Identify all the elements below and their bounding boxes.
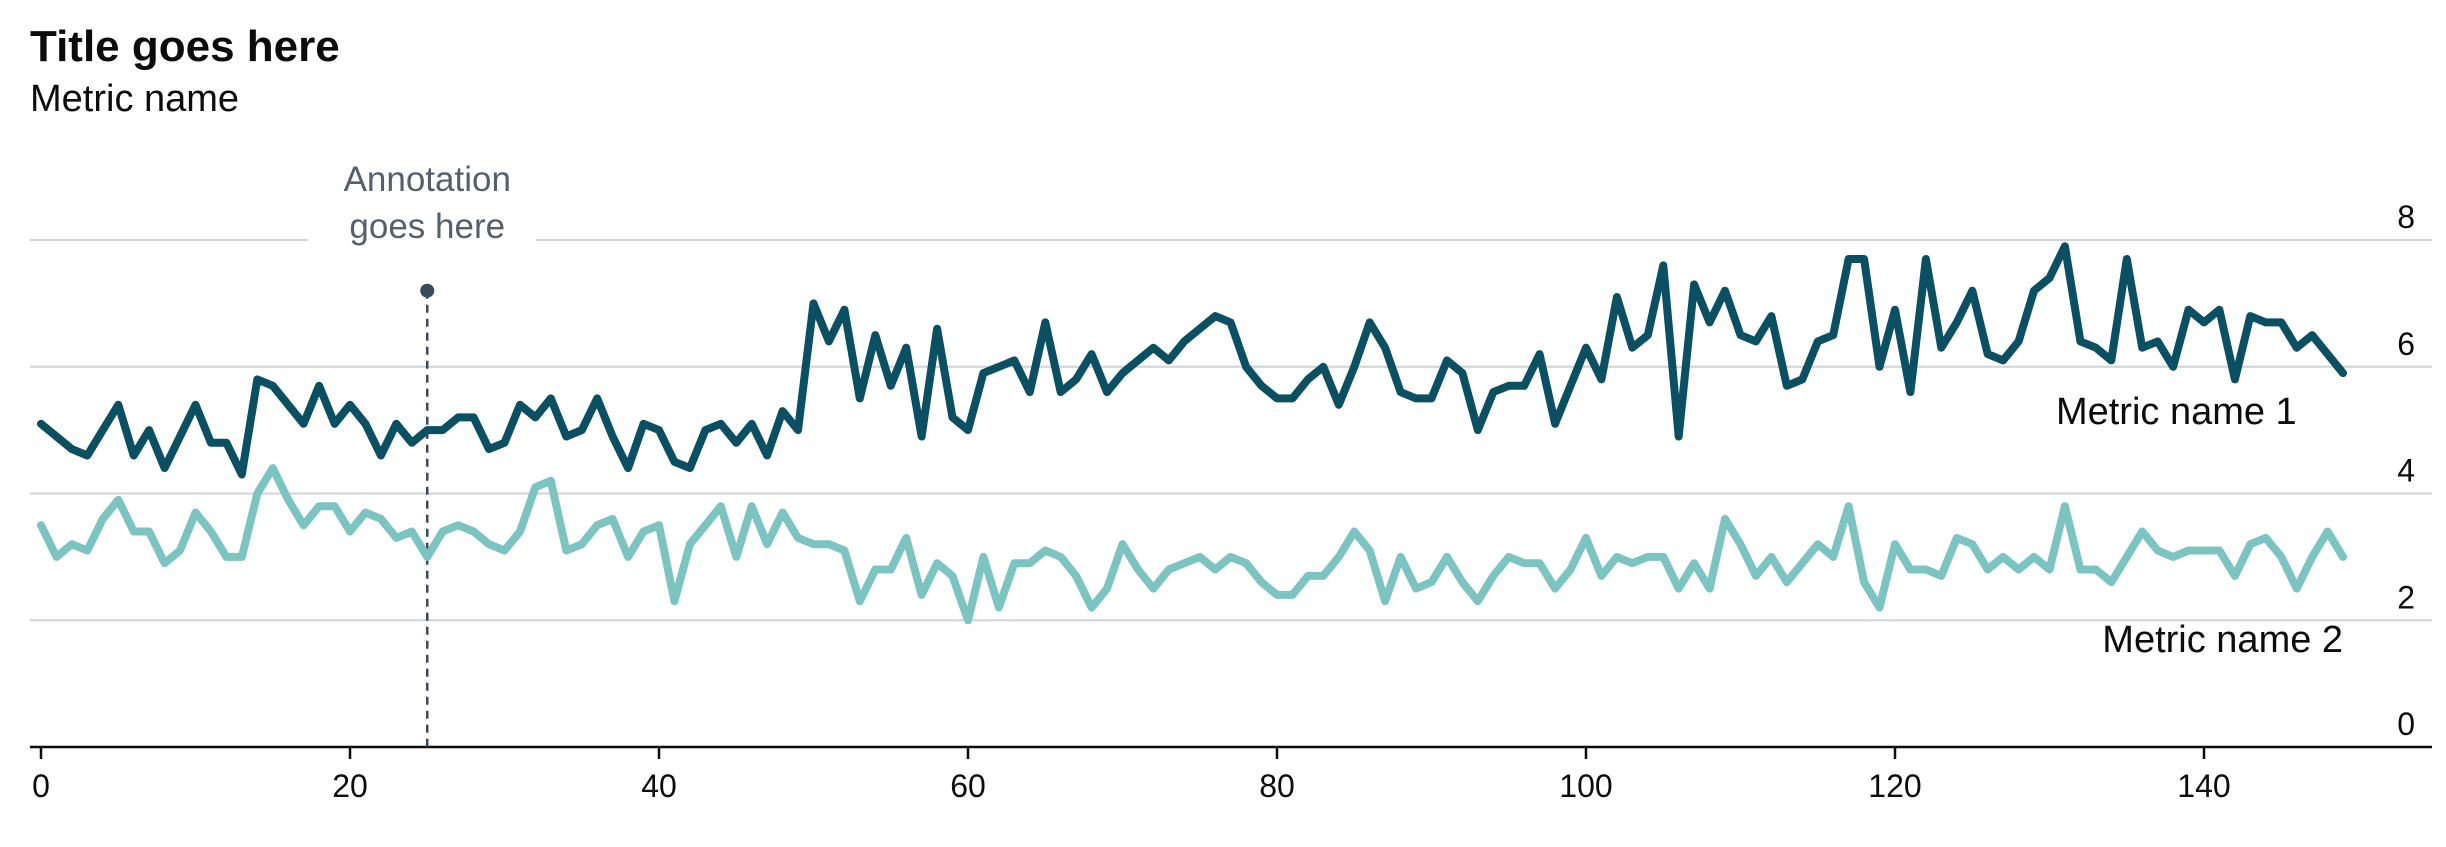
x-tick-label: 40 bbox=[641, 768, 677, 804]
x-tick-label: 20 bbox=[332, 768, 368, 804]
annotation-text: Annotation bbox=[344, 160, 511, 199]
series-label: Metric name 1 bbox=[2056, 391, 2297, 433]
x-tick-label: 80 bbox=[1259, 768, 1295, 804]
x-tick-label: 140 bbox=[2177, 768, 2230, 804]
y-tick-label: 0 bbox=[2397, 706, 2415, 742]
x-tick-label: 60 bbox=[950, 768, 986, 804]
annotation-dot bbox=[420, 283, 435, 298]
annotation-text: goes here bbox=[349, 207, 505, 246]
x-tick-label: 120 bbox=[1868, 768, 1921, 804]
series-line-metric-name-1 bbox=[37, 242, 2347, 479]
y-tick-label: 8 bbox=[2397, 199, 2415, 235]
y-tick-label: 4 bbox=[2397, 453, 2415, 489]
chart-title: Title goes here bbox=[30, 22, 340, 71]
y-tick-label: 6 bbox=[2397, 326, 2415, 362]
chart-subtitle: Metric name bbox=[30, 78, 240, 120]
series-label: Metric name 2 bbox=[2102, 619, 2343, 661]
y-tick-label: 2 bbox=[2397, 579, 2415, 615]
annotation-knockout bbox=[308, 232, 536, 248]
series-line-metric-name-2 bbox=[37, 464, 2347, 625]
x-tick-label: 100 bbox=[1559, 768, 1612, 804]
x-tick-label: 0 bbox=[32, 768, 50, 804]
